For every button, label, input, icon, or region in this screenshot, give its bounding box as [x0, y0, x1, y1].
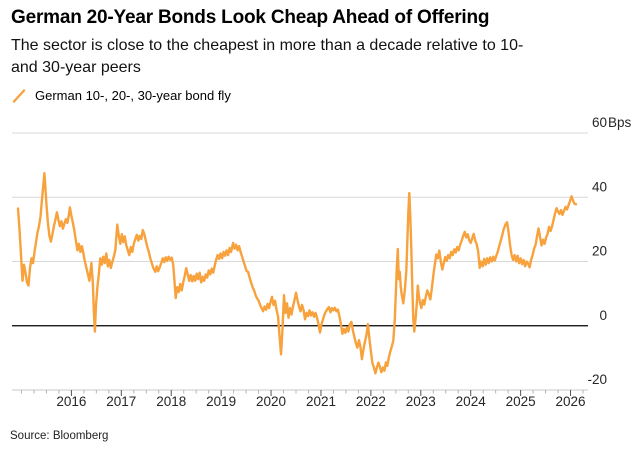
x-tick-label: 2019 [206, 394, 236, 409]
source-note: Source: Bloomberg [10, 430, 109, 442]
subtitle-line-2: and 30-year peers [11, 59, 141, 76]
series-line [16, 171, 578, 375]
x-tick-label: 2024 [456, 394, 487, 409]
series-slash-icon [12, 88, 26, 103]
y-tick-label: -20 [587, 372, 607, 387]
x-tick-label: 2022 [356, 394, 386, 409]
x-tick-label: 2018 [156, 394, 186, 409]
x-tick-label: 2020 [256, 394, 286, 409]
legend: German 10-, 20-, 30-year bond fly [12, 88, 231, 103]
y-tick-label: 40 [592, 179, 607, 194]
y-tick-label: 0 [599, 308, 607, 323]
page-title: German 20-Year Bonds Look Cheap Ahead of… [11, 7, 490, 28]
subtitle-line-1: The sector is close to the cheapest in m… [11, 37, 524, 54]
y-tick-label: 20 [592, 244, 607, 259]
x-tick-label: 2021 [306, 394, 336, 409]
x-tick-label: 2026 [556, 394, 586, 409]
y-tick-label: 60 [592, 115, 607, 130]
x-tick-label: 2017 [106, 394, 136, 409]
y-axis-unit-label: Bps [608, 115, 632, 130]
chart-subtitle: The sector is close to the cheapest in m… [11, 35, 631, 79]
x-tick-label: 2025 [506, 394, 536, 409]
legend-label: German 10-, 20-, 30-year bond fly [35, 88, 231, 103]
x-tick-label: 2016 [56, 394, 86, 409]
x-tick-label: 2023 [406, 394, 436, 409]
